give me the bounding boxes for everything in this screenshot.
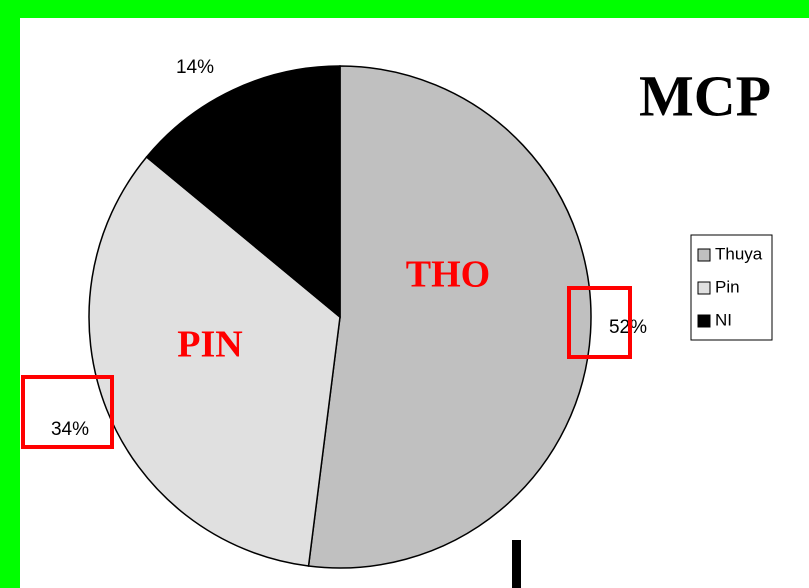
pie-slice: [145, 65, 341, 319]
highlight-box: [567, 286, 632, 359]
pie-slice: [88, 155, 341, 567]
legend-label: NI: [715, 310, 732, 329]
highlight-box: [21, 375, 114, 449]
legend-swatch: [697, 281, 711, 295]
pie-slice: [307, 65, 592, 569]
chart-title: MCP: [639, 63, 771, 128]
slice-label: 14%: [176, 57, 214, 78]
cursor-bar: [512, 540, 521, 588]
legend-swatch: [697, 314, 711, 328]
legend-swatch: [697, 248, 711, 262]
legend-label: Pin: [715, 277, 740, 296]
slice-label: 34%: [51, 419, 89, 440]
slice-annotation: PIN: [177, 324, 242, 366]
legend-label: Thuya: [715, 244, 763, 263]
slice-annotation: THO: [406, 254, 490, 296]
